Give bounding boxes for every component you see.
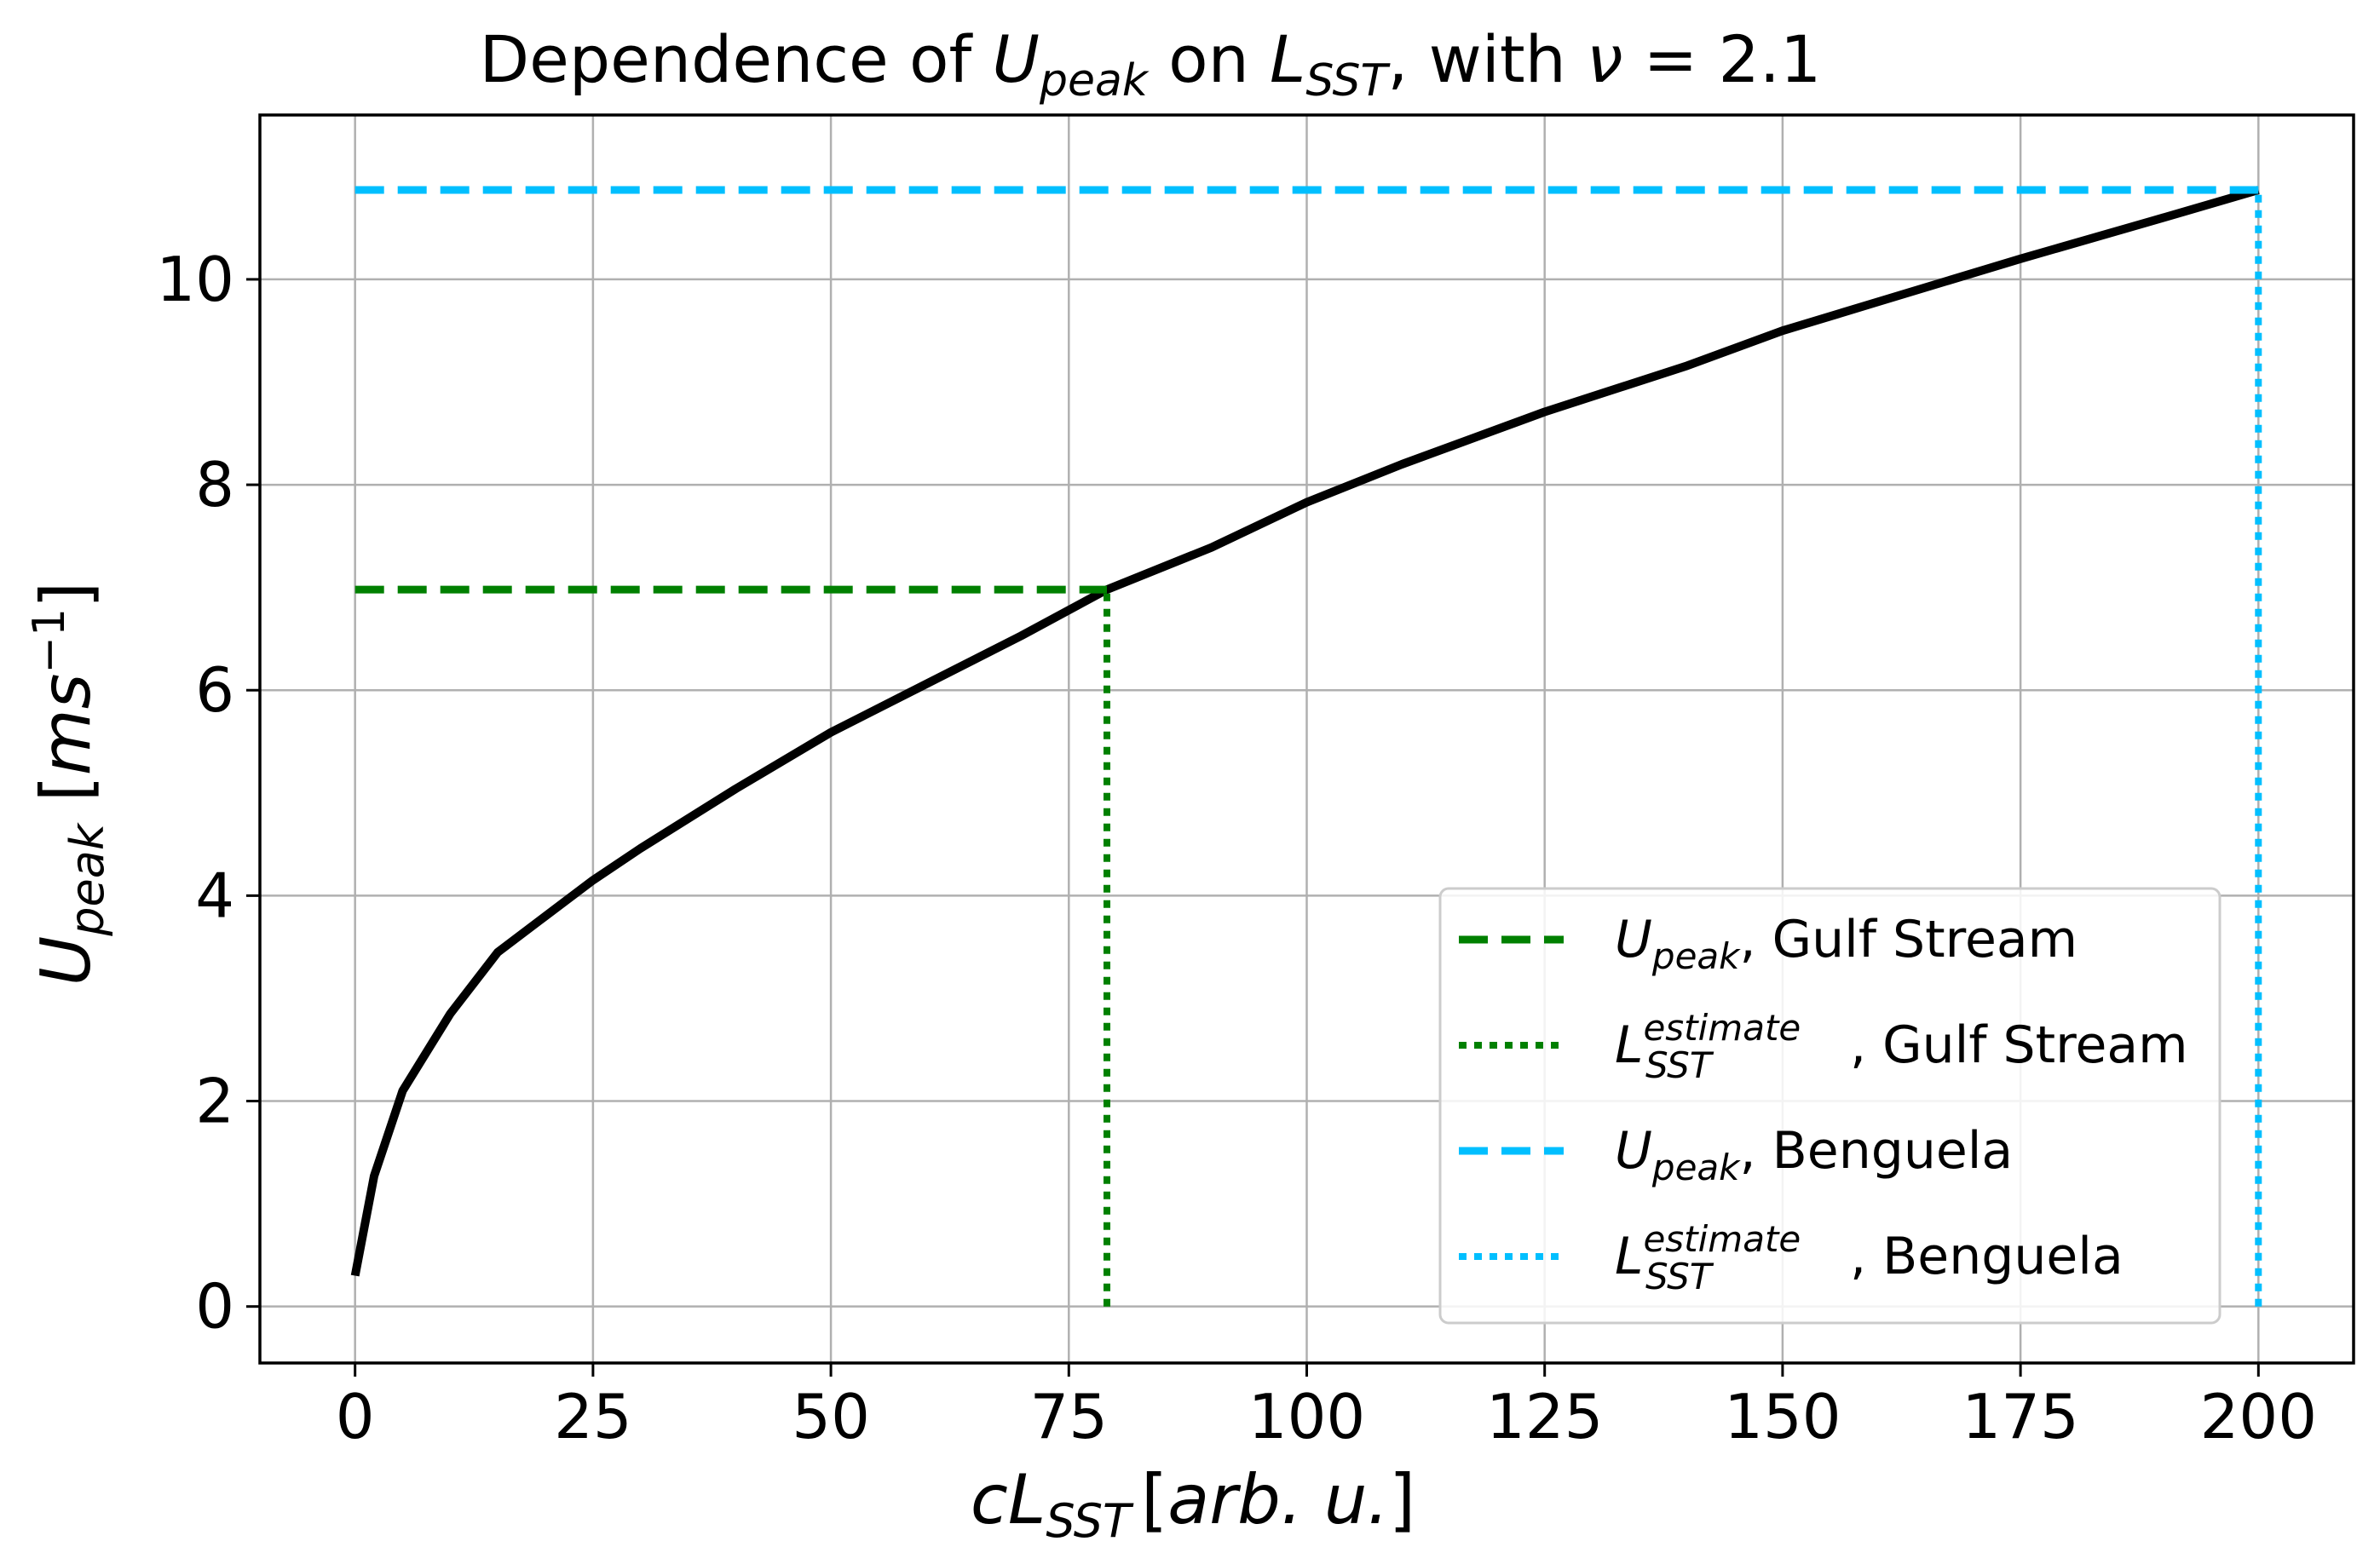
legend: Upeak, Gulf Stream Lestimate SST, Gulf Str… [1438, 887, 2222, 1325]
legend-entry-label: Lestimate SST, Benguela [1615, 1218, 2124, 1297]
y-axis-label: Upeak [ms−1] [24, 582, 114, 986]
legend-entry-label: Upeak, Benguela [1615, 1121, 2013, 1188]
y-tick-label: 4 [195, 860, 234, 931]
y-tick-label: 2 [195, 1066, 234, 1137]
legend-entry-label: Lestimate SST, Gulf Stream [1615, 1007, 2188, 1086]
chart-title: Dependence of Upeak on LSST, with ν = 2.… [480, 21, 1822, 106]
x-tick-label: 175 [1962, 1381, 2078, 1452]
x-tick-label: 150 [1724, 1381, 1841, 1452]
x-tick-label: 25 [554, 1381, 632, 1452]
y-tick-label: 0 [195, 1271, 234, 1343]
x-axis-label: cLSST [arb. u.] [971, 1460, 1415, 1547]
x-tick-label: 50 [792, 1381, 870, 1452]
x-tick-label: 200 [2200, 1381, 2317, 1452]
x-tick-label: 125 [1486, 1381, 1603, 1452]
y-tick-label: 10 [156, 244, 234, 315]
legend-entry-label: Upeak, Gulf Stream [1615, 910, 2077, 977]
ticks: 0 25 50 75 100 125 150 175 200 0 2 4 6 8 10 [156, 244, 2317, 1452]
main-curve [350, 186, 2260, 1277]
x-tick-label: 0 [336, 1381, 375, 1452]
y-tick-label: 6 [195, 654, 234, 726]
plot-series [350, 186, 2262, 1307]
x-tick-label: 100 [1248, 1381, 1365, 1452]
legend-box [1438, 887, 2222, 1325]
x-tick-label: 75 [1029, 1381, 1108, 1452]
y-tick-label: 8 [195, 449, 234, 520]
